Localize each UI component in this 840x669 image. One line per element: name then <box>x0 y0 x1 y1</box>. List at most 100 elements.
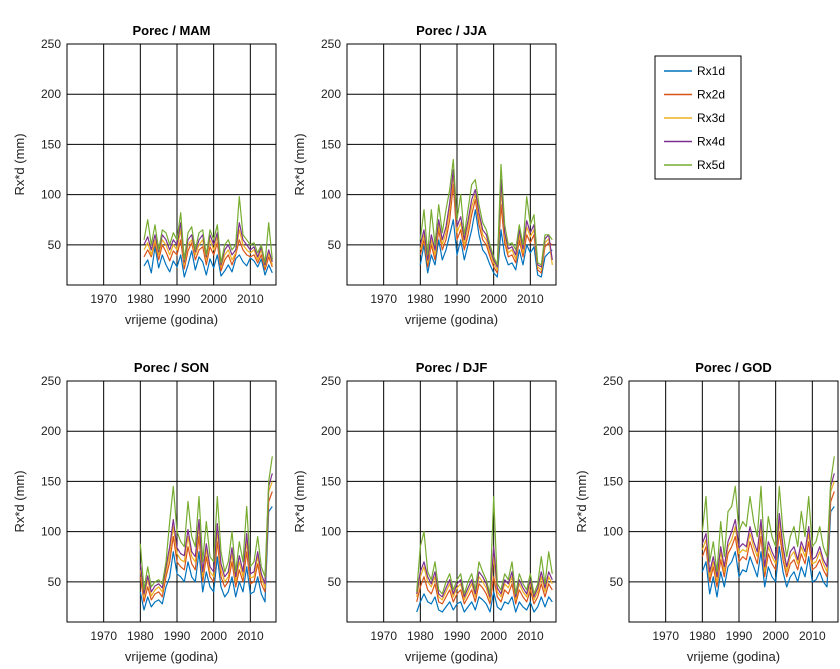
y-axis-label: Rx*d (mm) <box>574 470 589 532</box>
series-line-rx1d <box>419 209 553 278</box>
x-axis-label: vrijeme (godina) <box>125 649 218 664</box>
y-tick-label: 250 <box>321 374 341 388</box>
series-line-rx3d <box>419 173 553 271</box>
series-group <box>419 158 553 278</box>
series-line-rx2d <box>143 239 273 272</box>
y-tick-label: 50 <box>48 575 62 589</box>
x-tick-label: 1990 <box>164 629 191 643</box>
series-line-rx1d <box>139 506 273 611</box>
axes-frame <box>346 380 557 623</box>
x-tick-label: 1970 <box>370 292 397 306</box>
y-tick-label: 50 <box>610 575 624 589</box>
chart-title: Porec / JJA <box>416 23 487 38</box>
axes-frame <box>346 43 557 286</box>
x-tick-label: 2010 <box>799 629 826 643</box>
y-tick-label: 250 <box>603 374 623 388</box>
y-tick-label: 250 <box>321 37 341 51</box>
legend-label: Rx1d <box>697 64 725 78</box>
series-line-rx3d <box>139 481 273 598</box>
x-tick-label: 2010 <box>517 629 544 643</box>
y-tick-label: 200 <box>41 87 61 101</box>
x-tick-label: 1970 <box>370 629 397 643</box>
y-tick-label: 100 <box>41 188 61 202</box>
x-tick-label: 2010 <box>517 292 544 306</box>
y-tick-label: 250 <box>41 374 61 388</box>
y-tick-label: 150 <box>41 474 61 488</box>
series-line-rx2d <box>139 491 273 603</box>
y-axis-label: Rx*d (mm) <box>12 133 27 195</box>
axes-frame <box>66 380 277 623</box>
series-line-rx2d <box>419 184 553 274</box>
legend-label: Rx2d <box>697 88 725 102</box>
series-line-rx1d <box>701 506 835 598</box>
series-line-rx5d <box>416 495 553 595</box>
x-tick-label: 1970 <box>90 292 117 306</box>
x-tick-label: 1990 <box>726 629 753 643</box>
x-axis-label: vrijeme (godina) <box>405 649 498 664</box>
series-line-rx4d <box>419 168 553 268</box>
x-tick-label: 1980 <box>689 629 716 643</box>
y-tick-label: 150 <box>41 137 61 151</box>
chart-panel-1: 1970 1980 1990 2000 2010 50 100 150 200 250 Porec … <box>292 23 557 327</box>
y-tick-label: 100 <box>321 188 341 202</box>
x-tick-label: 2010 <box>237 292 264 306</box>
chart-title: Porec / SON <box>134 360 209 375</box>
x-tick-label: 2000 <box>480 629 507 643</box>
y-tick-label: 150 <box>321 474 341 488</box>
x-axis-label: vrijeme (godina) <box>405 312 498 327</box>
x-tick-label: 2000 <box>200 629 227 643</box>
series-line-rx3d <box>416 556 553 601</box>
chart-panel-3: 1970 1980 1990 2000 2010 50 100 150 200 250 Porec … <box>292 360 557 664</box>
series-line-rx4d <box>701 473 835 578</box>
legend-label: Rx3d <box>697 111 725 125</box>
series-group <box>143 196 273 278</box>
x-tick-label: 1980 <box>407 629 434 643</box>
series-group <box>139 456 273 611</box>
x-tick-label: 2000 <box>762 629 789 643</box>
plot-area <box>629 381 838 622</box>
chart-panel-4: 1970 1980 1990 2000 2010 50 100 150 200 250 Porec … <box>574 360 839 664</box>
chart-title: Porec / MAM <box>132 23 210 38</box>
chart-panel-0: 1970 1980 1990 2000 2010 50 100 150 200 250 Porec … <box>12 23 277 327</box>
chart-title: Porec / DJF <box>416 360 488 375</box>
series-line-rx1d <box>143 246 273 278</box>
y-axis-label: Rx*d (mm) <box>12 470 27 532</box>
series-line-rx4d <box>416 546 553 598</box>
series-line-rx5d <box>701 456 835 573</box>
series-line-rx2d <box>416 576 553 605</box>
y-axis-label: Rx*d (mm) <box>292 470 307 532</box>
y-tick-label: 200 <box>41 424 61 438</box>
series-line-rx5d <box>143 196 273 264</box>
series-line-rx1d <box>416 591 553 613</box>
x-tick-label: 1970 <box>652 629 679 643</box>
x-tick-label: 1990 <box>444 629 471 643</box>
legend: Rx1d Rx2d Rx3d Rx4d Rx5d <box>654 55 742 180</box>
series-line-rx5d <box>139 456 273 591</box>
chart-title: Porec / GOD <box>695 360 772 375</box>
y-tick-label: 100 <box>321 525 341 539</box>
y-tick-label: 200 <box>321 87 341 101</box>
series-group <box>701 456 835 598</box>
x-tick-label: 2000 <box>200 292 227 306</box>
series-line-rx3d <box>701 481 835 583</box>
y-tick-label: 150 <box>603 474 623 488</box>
chart-panel-2: 1970 1980 1990 2000 2010 50 100 150 200 250 Porec … <box>12 360 277 664</box>
series-group <box>416 495 553 613</box>
legend-label: Rx4d <box>697 135 725 149</box>
x-tick-label: 2000 <box>480 292 507 306</box>
x-tick-label: 1980 <box>407 292 434 306</box>
x-tick-label: 1990 <box>444 292 471 306</box>
y-tick-label: 150 <box>321 137 341 151</box>
x-tick-label: 1980 <box>127 292 154 306</box>
series-line-rx4d <box>139 473 273 595</box>
x-axis-label: vrijeme (godina) <box>687 649 780 664</box>
x-tick-label: 1980 <box>127 629 154 643</box>
x-tick-label: 1990 <box>164 292 191 306</box>
x-axis-label: vrijeme (godina) <box>125 312 218 327</box>
axes-frame <box>628 380 839 623</box>
y-tick-label: 250 <box>41 37 61 51</box>
y-tick-label: 200 <box>603 424 623 438</box>
x-tick-label: 1970 <box>90 629 117 643</box>
legend-label: Rx5d <box>697 158 725 172</box>
